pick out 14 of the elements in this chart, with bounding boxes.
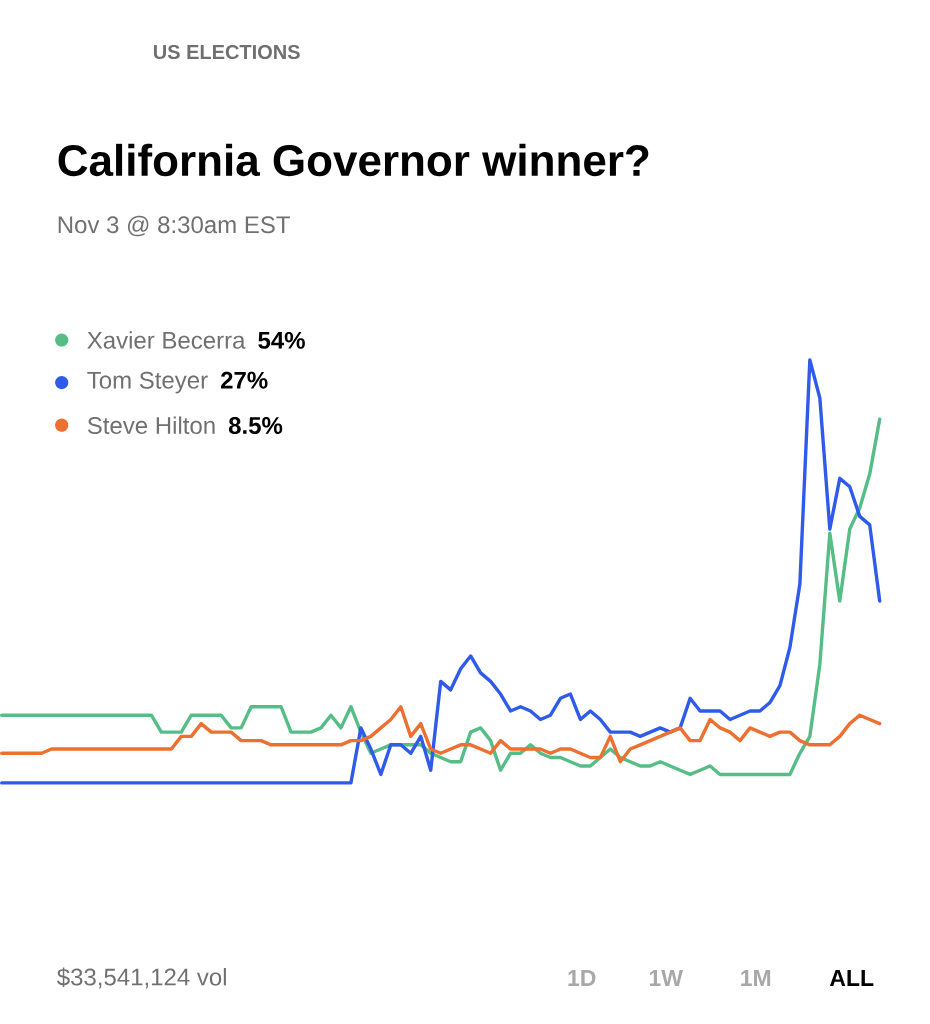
legend-label: Tom Steyer — [87, 371, 208, 394]
legend-label: Steve Hilton — [88, 416, 215, 434]
text: 1D — [568, 970, 596, 986]
text: ALL — [830, 970, 874, 986]
legend-label: Xavier Becerra — [87, 331, 246, 349]
chart-subtitle: Nov 3 @ 8:30am EST — [58, 215, 291, 237]
annotation: 27% — [221, 371, 268, 389]
text: 1W — [650, 970, 684, 986]
text: $33,541,124 vol — [57, 967, 227, 989]
text: US ELECTIONS — [154, 44, 300, 60]
text: 54% — [258, 331, 306, 349]
annotation: 8.5% — [229, 417, 283, 434]
chart-title: California Governor winner? — [58, 143, 649, 177]
text: 1M — [741, 970, 771, 986]
